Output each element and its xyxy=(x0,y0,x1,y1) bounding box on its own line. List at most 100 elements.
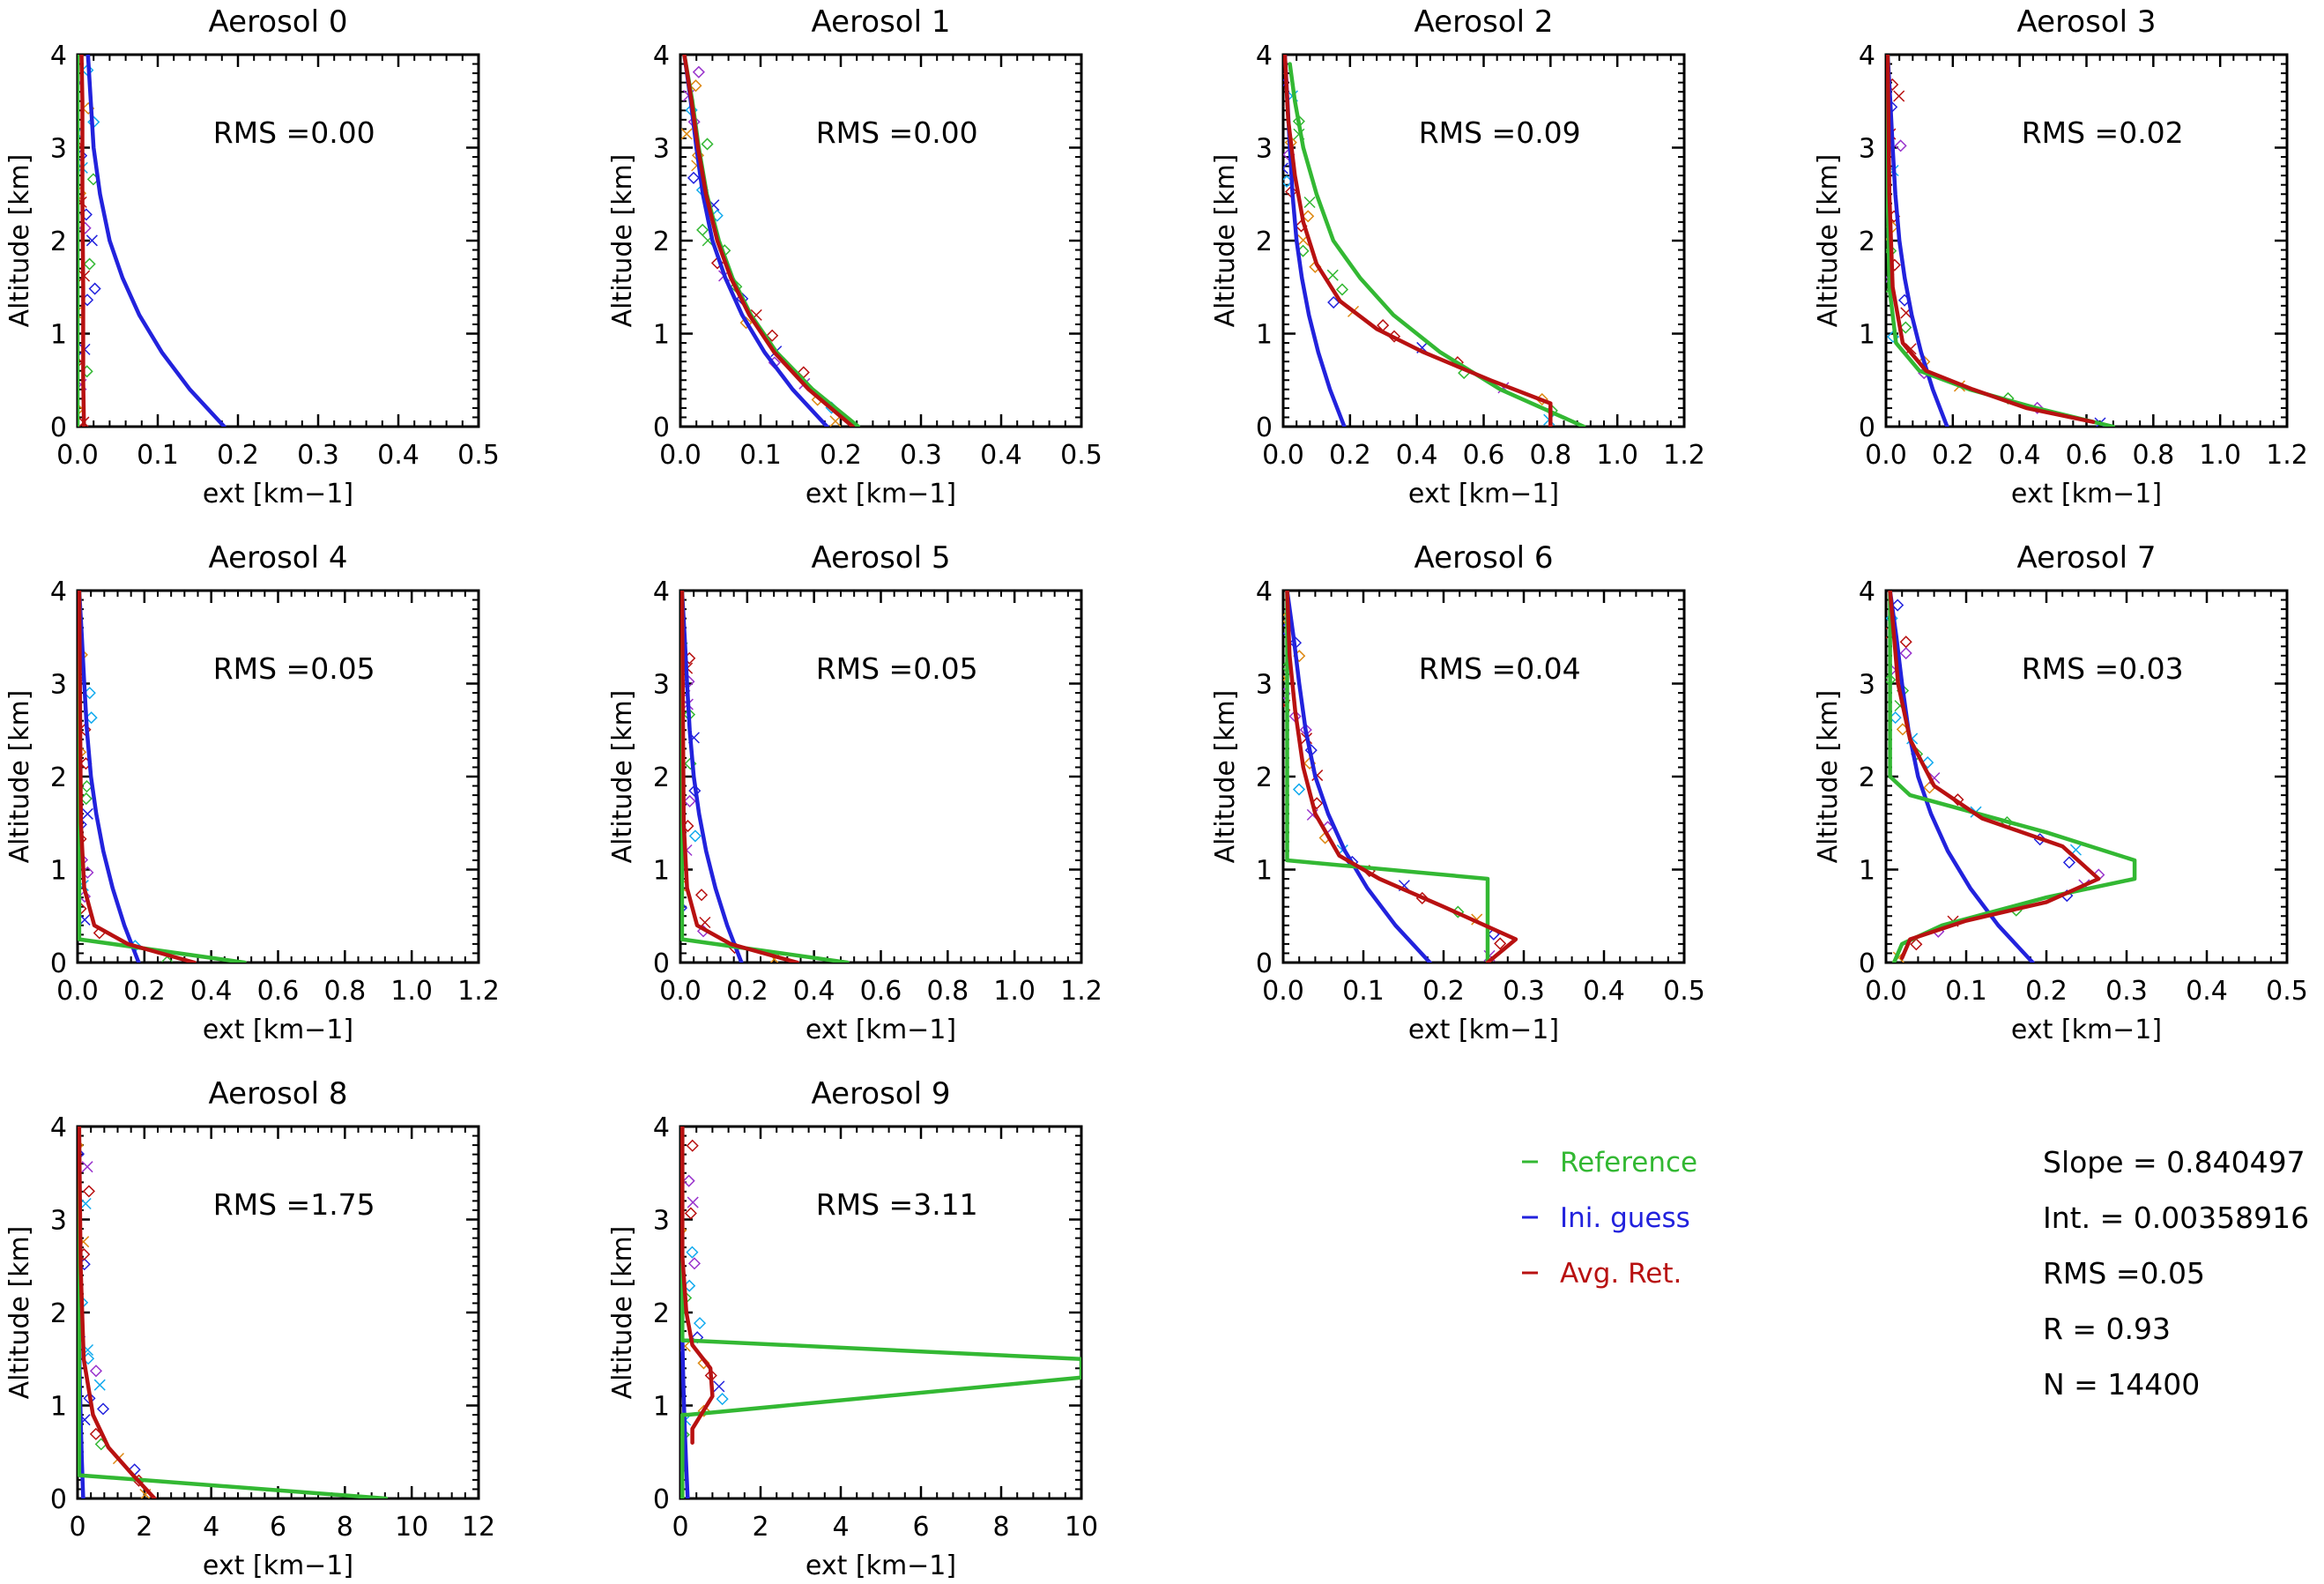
y-axis-label: Altitude [km] xyxy=(4,154,35,328)
series-line-ini-guess xyxy=(1888,591,2035,963)
scatter-diamond-marker xyxy=(1292,783,1306,796)
plot-frame xyxy=(679,1125,1083,1500)
y-tick-label: 4 xyxy=(653,41,670,71)
scatter-diamond-marker xyxy=(78,403,85,416)
scatter-diamond-marker xyxy=(687,1257,702,1270)
y-tick-label: 0 xyxy=(1256,948,1273,979)
rms-label: RMS =0.03 xyxy=(2022,651,2184,686)
scatter-cross-marker xyxy=(93,1379,106,1391)
rms-label: RMS =0.05 xyxy=(213,651,375,686)
plot-area xyxy=(64,1127,389,1498)
x-tick-label: 0.5 xyxy=(2266,976,2308,1007)
series-line-ini-guess xyxy=(85,55,226,427)
x-tick-label: 0.2 xyxy=(2025,976,2068,1007)
plot-frame xyxy=(679,589,1083,964)
series-line-reference xyxy=(1888,591,2137,963)
scatter-cross-marker xyxy=(1893,90,1905,102)
scatter-diamond-marker xyxy=(78,338,79,341)
y-axis-label: Altitude [km] xyxy=(1210,690,1241,864)
stat-line: N = 14400 xyxy=(2043,1367,2200,1402)
x-tick-label: 0.0 xyxy=(1865,440,1907,471)
scatter-diamond-marker xyxy=(64,1283,75,1293)
x-tick-label: 0.5 xyxy=(1663,976,1705,1007)
scatter-diamond-marker xyxy=(96,1402,110,1416)
y-tick-label: 1 xyxy=(50,1392,67,1423)
y-tick-label: 4 xyxy=(653,576,670,607)
y-tick-label: 2 xyxy=(1859,762,1875,793)
x-tick-label: 6 xyxy=(270,1512,286,1543)
scatter-diamond-marker xyxy=(1283,674,1287,682)
scatter-diamond-marker xyxy=(694,889,709,902)
y-tick-label: 0 xyxy=(653,1484,670,1515)
legend-label: Avg. Ret. xyxy=(1560,1258,1682,1290)
y-tick-label: 2 xyxy=(653,762,670,793)
scatter-diamond-marker xyxy=(688,829,702,843)
y-axis-label: Altitude [km] xyxy=(1813,690,1844,864)
x-tick-label: 0.2 xyxy=(123,976,166,1007)
scatter-cross-marker xyxy=(669,626,679,636)
y-tick-label: 0 xyxy=(50,1484,67,1515)
rms-label: RMS =0.02 xyxy=(2022,115,2184,150)
panel-title: Aerosol 6 xyxy=(1414,540,1553,576)
x-tick-label: 0.4 xyxy=(1396,440,1438,471)
y-tick-label: 1 xyxy=(653,1392,670,1423)
x-tick-label: 0.2 xyxy=(217,440,259,471)
scatter-diamond-marker xyxy=(1891,599,1904,612)
series-line-ini-guess xyxy=(680,591,744,963)
y-tick-label: 3 xyxy=(653,1206,670,1237)
scatter-cross-marker xyxy=(64,627,75,637)
series-line-avg-ret xyxy=(680,1127,715,1445)
panel-aerosol-1: Aerosol 1 0.0 0.1 0.2 0.3 0.4 0.5 0 1 2 3 4 ext [km−… xyxy=(607,4,1103,509)
scatter-diamond-marker xyxy=(65,1177,76,1187)
x-tick-label: 1.0 xyxy=(1596,440,1638,471)
x-tick-label: 0.5 xyxy=(1060,440,1103,471)
y-tick-label: 2 xyxy=(1256,762,1273,793)
x-tick-label: 6 xyxy=(912,1512,929,1543)
panel-aerosol-6: Aerosol 6 0.0 0.1 0.2 0.3 0.4 0.5 0 1 2 3 4 ext [km−… xyxy=(1210,540,1705,1045)
x-tick-label: 10 xyxy=(395,1512,428,1543)
y-tick-label: 1 xyxy=(1256,856,1273,887)
stat-line: Int. = 0.00358916 xyxy=(2043,1201,2309,1235)
x-tick-label: 0.0 xyxy=(1865,976,1907,1007)
stat-line: RMS =0.05 xyxy=(2043,1256,2205,1290)
y-tick-label: 2 xyxy=(1859,227,1875,257)
scatter-cross-marker xyxy=(81,807,93,820)
series-line-avg-ret xyxy=(1285,591,1518,963)
x-tick-label: 0.3 xyxy=(900,440,942,471)
x-tick-label: 0.4 xyxy=(793,976,835,1007)
stat-line: R = 0.93 xyxy=(2043,1312,2171,1346)
y-axis-label: Altitude [km] xyxy=(4,690,35,864)
plot-frame xyxy=(76,589,480,964)
y-tick-label: 4 xyxy=(1859,41,1875,71)
x-tick-label: 0.2 xyxy=(726,976,768,1007)
y-tick-label: 3 xyxy=(50,1206,67,1237)
panel-aerosol-2: Aerosol 2 0.0 0.2 0.4 0.6 0.8 1.0 1.2 0 1 2 3 4 ext [… xyxy=(1210,4,1705,509)
x-tick-label: 0.4 xyxy=(2186,976,2228,1007)
x-tick-label: 0.4 xyxy=(1583,976,1625,1007)
x-tick-label: 0.6 xyxy=(257,976,300,1007)
scatter-diamond-marker xyxy=(1283,72,1284,75)
x-tick-label: 0.0 xyxy=(56,976,99,1007)
x-tick-label: 0.4 xyxy=(1999,440,2041,471)
scatter-diamond-marker xyxy=(63,617,73,628)
y-tick-label: 0 xyxy=(50,948,67,979)
plot-frame xyxy=(1884,589,2289,964)
x-axis-label: ext [km−1] xyxy=(1408,1015,1559,1045)
x-tick-label: 8 xyxy=(992,1512,1009,1543)
series-line-avg-ret xyxy=(1283,55,1553,427)
scatter-cross-marker xyxy=(668,1272,679,1283)
x-tick-label: 0.0 xyxy=(659,976,702,1007)
scatter-diamond-marker xyxy=(739,316,753,330)
legend-label: Ini. guess xyxy=(1560,1202,1690,1234)
scatter-diamond-marker xyxy=(1894,139,1907,152)
y-axis-label: Altitude [km] xyxy=(1813,154,1844,328)
y-axis-label: Altitude [km] xyxy=(4,1226,35,1400)
scatter-diamond-marker xyxy=(79,792,93,806)
x-tick-label: 0.0 xyxy=(1262,976,1304,1007)
y-tick-label: 4 xyxy=(50,41,67,71)
plot-frame xyxy=(679,53,1083,428)
scatter-diamond-marker xyxy=(1874,174,1884,184)
x-axis-label: ext [km−1] xyxy=(2011,479,2162,509)
panel-title: Aerosol 0 xyxy=(208,4,347,40)
panel-title: Aerosol 2 xyxy=(1414,4,1553,40)
